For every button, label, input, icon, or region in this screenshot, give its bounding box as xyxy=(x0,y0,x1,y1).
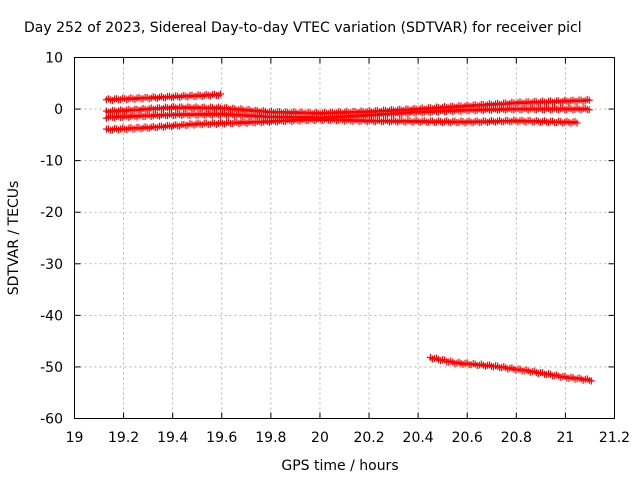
y-tick-label: -40 xyxy=(40,308,63,324)
x-tick-label: 20 xyxy=(311,430,329,446)
y-tick-label: 10 xyxy=(45,51,63,67)
chart-title: Day 252 of 2023, Sidereal Day-to-day VTE… xyxy=(24,20,582,36)
x-tick-label: 21.2 xyxy=(599,430,630,446)
x-tick-label: 20.2 xyxy=(353,430,384,446)
y-tick-label: -30 xyxy=(40,257,63,273)
x-tick-label: 20.8 xyxy=(501,430,532,446)
data-point xyxy=(216,90,224,98)
x-tick-label: 21 xyxy=(556,430,574,446)
x-tick-label: 19.4 xyxy=(157,430,188,446)
x-tick-label: 19.6 xyxy=(206,430,237,446)
x-tick-label: 19.8 xyxy=(255,430,286,446)
x-tick-label: 20.6 xyxy=(452,430,483,446)
x-tick-label: 19.2 xyxy=(108,430,139,446)
data-point xyxy=(573,119,581,127)
x-tick-label: 19 xyxy=(66,430,84,446)
x-axis-label: GPS time / hours xyxy=(281,458,398,474)
series-arc-1 xyxy=(102,90,224,104)
y-tick-label: 0 xyxy=(54,102,63,118)
plot-frame xyxy=(74,57,615,419)
series-arc-4 xyxy=(102,115,581,134)
y-tick-label: -10 xyxy=(40,154,63,170)
y-axis-label: SDTVAR / TECUs xyxy=(6,181,22,296)
series-arc-5 xyxy=(426,353,595,385)
x-tick-labels: 19 19.2 19.4 19.6 19.8 20 20.2 20.4 20.6 20.8 21 21… xyxy=(66,430,631,446)
y-tick-labels: 10 0 -10 -20 -30 -40 -50 -60 xyxy=(40,51,63,428)
data-point xyxy=(585,106,593,114)
y-tick-label: -20 xyxy=(40,205,63,221)
y-tick-label: -50 xyxy=(40,360,63,376)
series-arc-3 xyxy=(102,104,593,123)
data-point xyxy=(587,377,595,385)
y-tick-label: -60 xyxy=(40,412,63,428)
x-tick-label: 20.4 xyxy=(403,430,434,446)
data-points xyxy=(102,90,595,385)
data-point xyxy=(585,96,593,104)
